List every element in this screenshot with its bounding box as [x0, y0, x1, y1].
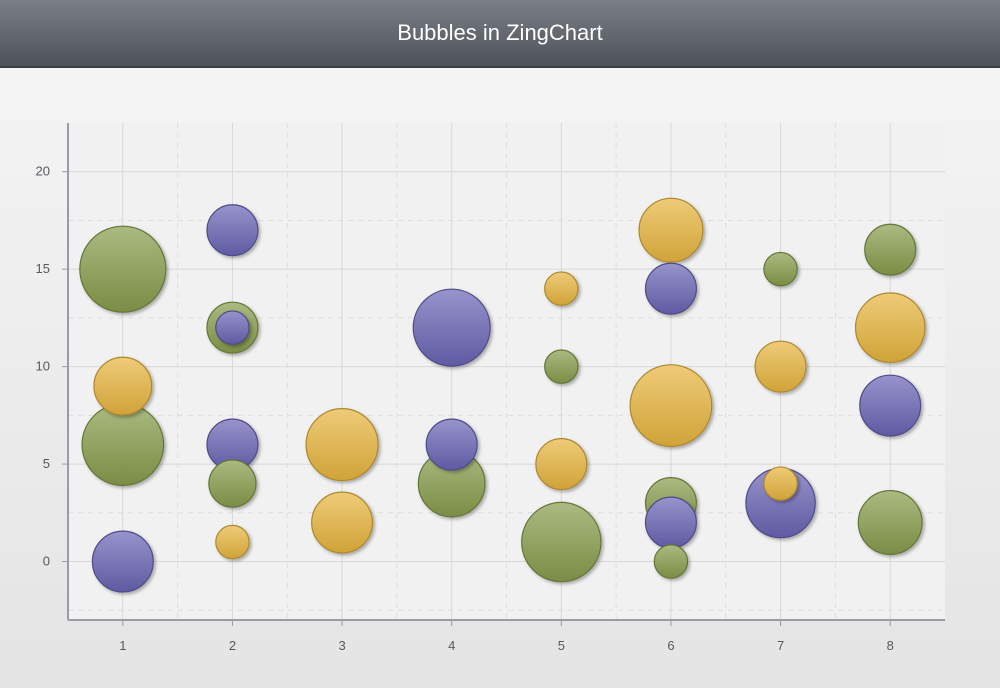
bubble-marker[interactable]	[91, 530, 154, 593]
y-tick-label: 10	[36, 359, 50, 374]
bubble-marker[interactable]	[535, 438, 588, 491]
bubble-marker[interactable]	[544, 271, 579, 306]
bubble-marker[interactable]	[763, 466, 798, 501]
bubble-marker[interactable]	[629, 364, 713, 448]
x-tick-label: 5	[558, 638, 565, 653]
bubble-marker[interactable]	[215, 524, 250, 560]
bubble-marker[interactable]	[81, 403, 165, 486]
bubble-marker[interactable]	[638, 197, 704, 263]
bubble-marker[interactable]	[754, 340, 807, 393]
bubble-marker[interactable]	[854, 292, 926, 363]
x-tick-label: 2	[229, 638, 236, 653]
bubbles	[79, 197, 926, 593]
y-tick-label: 15	[36, 261, 50, 276]
bubble-marker[interactable]	[864, 223, 917, 276]
bubble-marker[interactable]	[544, 349, 579, 384]
x-tick-label: 1	[119, 638, 126, 653]
x-tick-label: 4	[448, 638, 455, 653]
bubble-marker[interactable]	[857, 490, 923, 556]
bubble-marker[interactable]	[215, 310, 250, 345]
axes: 0 5 10 15 20 1 2 3 4 5 6 7 8	[36, 123, 945, 653]
bubble-marker[interactable]	[311, 491, 374, 554]
x-tick-label: 3	[338, 638, 345, 653]
bubble-marker[interactable]	[521, 501, 602, 583]
bubble-marker[interactable]	[644, 496, 697, 549]
bubble-marker[interactable]	[859, 374, 922, 437]
x-tick-label: 8	[887, 638, 894, 653]
bubble-marker[interactable]	[763, 251, 798, 287]
bubble-marker[interactable]	[93, 356, 153, 416]
bubble-marker[interactable]	[425, 418, 478, 471]
bubble-marker[interactable]	[208, 459, 257, 508]
bubble-marker[interactable]	[653, 544, 689, 579]
y-tick-label: 20	[36, 164, 50, 179]
chart-title: Bubbles in ZingChart	[0, 0, 1000, 68]
x-tick-label: 7	[777, 638, 784, 653]
bubble-marker[interactable]	[644, 262, 697, 315]
bubble-marker[interactable]	[206, 204, 259, 257]
bubble-marker[interactable]	[305, 408, 379, 482]
y-tick-label: 5	[43, 456, 50, 471]
bubble-marker[interactable]	[79, 225, 167, 313]
x-tick-label: 6	[667, 638, 674, 653]
bubble-marker[interactable]	[412, 288, 491, 367]
y-tick-label: 0	[43, 554, 50, 569]
